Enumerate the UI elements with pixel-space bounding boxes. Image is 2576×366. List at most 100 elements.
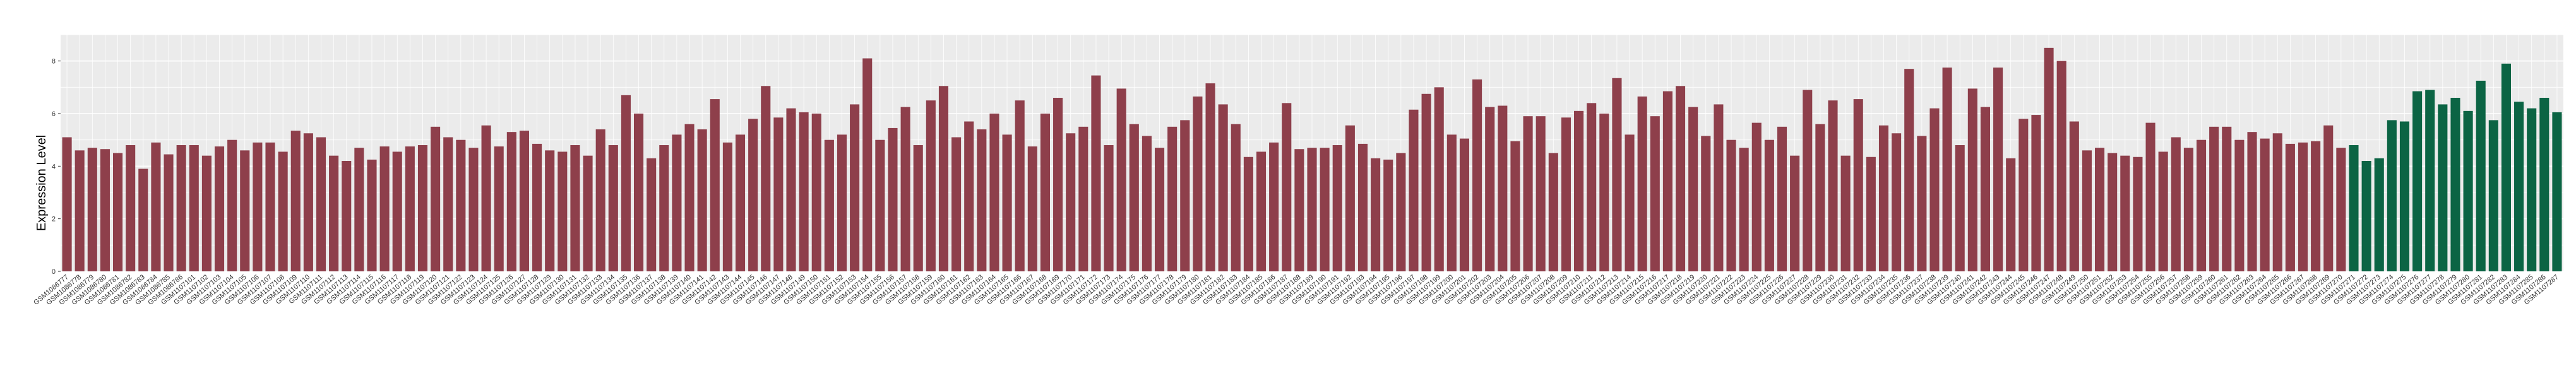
- bar: [2387, 120, 2397, 271]
- bar: [735, 134, 746, 271]
- bar: [1662, 91, 1673, 272]
- bar: [1892, 133, 1902, 271]
- bar: [392, 151, 402, 271]
- bar: [1129, 124, 1139, 271]
- bar: [189, 145, 199, 271]
- bar: [1726, 139, 1736, 271]
- bar: [1040, 114, 1050, 271]
- bar: [1345, 125, 1355, 271]
- bar: [443, 137, 453, 271]
- bar: [1866, 156, 1876, 271]
- bar: [1637, 96, 1647, 271]
- bar: [748, 119, 758, 271]
- bar: [1764, 139, 1774, 271]
- bar: [2476, 80, 2486, 272]
- bar: [2527, 108, 2537, 271]
- bar: [2044, 47, 2054, 271]
- bar: [1421, 93, 1431, 271]
- bar: [989, 114, 999, 271]
- bar: [494, 146, 504, 271]
- bar: [1498, 105, 1508, 271]
- bar: [583, 155, 593, 271]
- bar: [240, 150, 250, 271]
- bar: [1243, 156, 1253, 271]
- bar: [367, 159, 377, 271]
- bar: [265, 142, 275, 271]
- bar: [2095, 148, 2105, 271]
- bar: [2234, 139, 2245, 271]
- bar: [1434, 87, 1444, 272]
- bar: [1955, 145, 1965, 271]
- bar: [824, 139, 834, 271]
- bar: [2209, 126, 2219, 271]
- bar: [253, 142, 263, 271]
- bar: [2438, 104, 2448, 271]
- bar: [1548, 153, 1558, 271]
- bar: [2323, 125, 2334, 271]
- bar: [964, 121, 974, 271]
- bar: [1790, 155, 1800, 271]
- bar: [2412, 91, 2423, 272]
- bar: [913, 145, 923, 271]
- bar: [519, 131, 529, 271]
- bar: [1307, 148, 1317, 271]
- bar: [2183, 148, 2193, 271]
- bar: [126, 145, 136, 271]
- bar: [1231, 124, 1241, 271]
- bar: [2463, 110, 2473, 271]
- bar: [1840, 155, 1851, 271]
- bar: [342, 161, 352, 271]
- bar: [176, 145, 186, 271]
- bar: [558, 151, 568, 271]
- bar: [405, 146, 415, 271]
- bar: [1091, 75, 1101, 271]
- bar: [2082, 150, 2092, 271]
- bar: [2158, 151, 2168, 271]
- bar: [1446, 134, 1457, 271]
- bar: [1688, 107, 1698, 272]
- bar: [2361, 161, 2371, 271]
- bar: [290, 131, 301, 271]
- bar: [1205, 83, 1215, 272]
- bar: [1828, 100, 1838, 271]
- bar: [888, 127, 898, 271]
- bar: [164, 154, 174, 271]
- bar: [1701, 136, 1711, 271]
- bar: [2399, 121, 2410, 271]
- bar: [761, 86, 771, 271]
- bar: [62, 137, 72, 271]
- bars: [62, 47, 2562, 272]
- bar: [1853, 99, 1863, 272]
- bar: [2108, 153, 2118, 271]
- bar: [672, 134, 682, 271]
- bar: [1116, 88, 1126, 271]
- bar: [1815, 124, 1825, 271]
- bar: [278, 151, 288, 271]
- bar: [786, 108, 796, 271]
- bar: [1332, 145, 1342, 271]
- bar: [773, 117, 784, 271]
- bar: [1878, 125, 1889, 271]
- bar: [2298, 142, 2308, 271]
- bar: [938, 86, 949, 271]
- bar: [214, 146, 225, 271]
- bar: [481, 125, 491, 271]
- bar: [1523, 116, 1533, 271]
- bar: [417, 145, 428, 271]
- bar: [1587, 103, 1597, 272]
- bar: [1002, 134, 1012, 271]
- bar: [570, 145, 580, 271]
- bar: [608, 145, 618, 271]
- bar: [138, 168, 148, 271]
- bar: [2514, 102, 2524, 271]
- bar: [811, 114, 821, 271]
- bar: [1409, 109, 1419, 271]
- y-axis-label: Expression Level: [35, 135, 49, 231]
- bar: [2247, 132, 2257, 271]
- bar: [1053, 98, 1063, 271]
- bar: [1357, 143, 1368, 271]
- bar: [87, 148, 97, 271]
- bar: [1371, 158, 1381, 271]
- bar: [1535, 116, 1546, 271]
